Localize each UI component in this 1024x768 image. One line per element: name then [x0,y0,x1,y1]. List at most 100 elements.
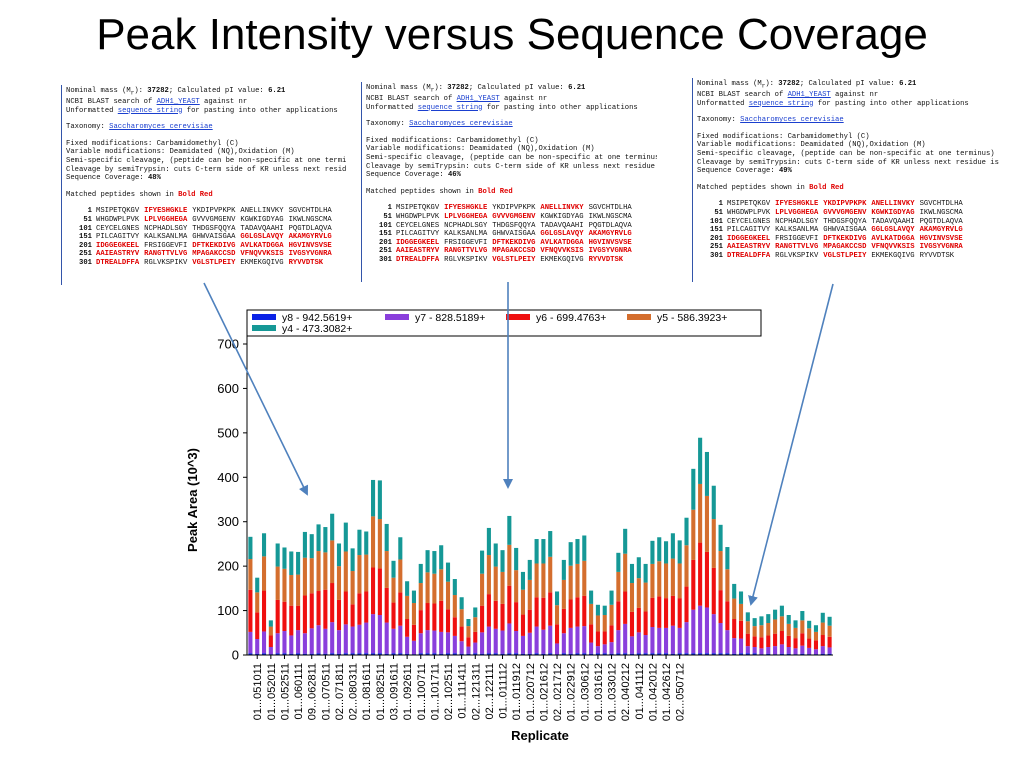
bar-segment-1 [425,653,430,655]
sequence-segment: PQGTDLAQVA [919,217,963,226]
x-tick-label: 01...033012 [607,663,619,721]
bar-segment-2 [698,605,703,654]
blast-link[interactable]: ADH1_YEAST [156,98,200,107]
bar-segment-4 [629,583,635,612]
bar-segment-2 [466,646,471,654]
taxonomy-line: Taxonomy: Saccharomyces cerevisiae [697,116,844,125]
bar-segment-2 [527,632,532,654]
bar-segment-3 [752,636,757,647]
sequence-row: 1 MSIPETQKGV IFYESHGKLE YKDIPVPKPK ANELLINVK… [697,200,995,209]
matched-peptide-segment: IFYESHGKLE [444,204,488,213]
sequence-segment: THDGSFQQYA [823,217,867,226]
bar-segment-2 [636,632,641,654]
bar-segment-2 [459,641,464,654]
bar-segment-3 [384,587,389,623]
taxonomy-link[interactable]: Saccharomyces cerevisiae [740,116,844,125]
x-tick-label: 02...122111 [484,663,496,719]
bar-segment-4 [643,582,648,612]
bar-segment-1 [582,653,587,655]
bar-segment-4 [248,559,253,590]
blast-link[interactable]: ADH1_YEAST [456,95,500,104]
bar-segment-4 [664,563,669,599]
bar-segment-4 [670,558,675,596]
bar-segment-1 [752,653,757,655]
taxonomy-link[interactable]: Saccharomyces cerevisiae [109,123,213,132]
bar-segment-5 [657,537,662,562]
bar-segment-4 [350,571,355,605]
bar-segment-5 [371,479,376,517]
bar-segment-3 [398,592,403,626]
sequence-segment: THDGSFQQYA [192,224,236,233]
matched-peptide-segment: IDGGEGKEEL [396,238,440,247]
bar-segment-1 [398,653,403,655]
bar-segment-2 [330,622,335,654]
bar-segment-4 [439,569,444,601]
sequence-segment: IKWLNGSCMA [919,208,963,217]
pi-value: 6.21 [568,84,586,92]
bar-segment-4 [691,509,696,560]
bar-segment-2 [350,626,355,654]
bar-segment-5 [650,540,655,564]
taxonomy-link[interactable]: Saccharomyces cerevisiae [409,120,513,129]
matched-peptide-segment: VGLSTLPEIY [823,251,867,260]
sequence-string-link[interactable]: sequence string [117,106,183,115]
bar-segment-1 [289,653,294,655]
bar-segment-5 [302,531,307,558]
bar-segment-3 [691,559,696,610]
sequence-row: 51 WHGDWPLPVK LPLVGGHEGA GVVVGMGENV KGWKIGDY… [66,216,342,225]
matched-peptide-segment: AKAMGYRVLG [288,233,332,242]
bar-segment-5 [725,547,730,570]
bar-segment-1 [827,653,832,655]
bar-segment-4 [595,615,600,632]
bar-segment-1 [261,653,267,655]
matched-peptide-segment: DTREALDFFA [727,251,771,260]
bar-segment-4 [336,566,342,600]
bar-segment-4 [766,623,771,636]
sequence-row: 151 PILCAGITVY KALKSANLMA GHWVAISGAA GGLGSLA… [366,230,653,239]
sequence-position: 251 [79,250,92,259]
legend-swatch [506,314,530,320]
bar-segment-3 [520,614,526,636]
bar-segment-5 [425,550,430,573]
bar-segment-1 [371,653,376,655]
bar-segment-2 [541,629,546,654]
sequence-string-link[interactable]: sequence string [417,103,483,112]
legend-label: y5 - 586.3923+ [657,312,727,324]
bar-segment-4 [548,556,553,593]
bar-segment-5 [670,533,675,559]
bar-segment-1 [548,653,553,655]
bar-segment-1 [330,653,335,655]
sequence-position: 251 [710,243,723,252]
bar-segment-4 [779,616,784,632]
bar-segment-1 [677,653,682,655]
bar-segment-5 [813,625,819,632]
bar-segment-5 [480,550,485,574]
bar-segment-4 [377,519,382,569]
bar-segment-3 [473,631,478,643]
sequence-coverage-line: Sequence Coverage: 48% [66,174,161,183]
sequence-row: 251 AAIEASTRYV RANGTTVLVG MPAGAKCCSD VFNQVVK… [366,247,653,256]
blast-link[interactable]: ADH1_YEAST [787,91,831,100]
bar-segment-1 [459,653,464,655]
bar-segment-3 [411,624,416,641]
sequence-string-link[interactable]: sequence string [748,99,814,108]
bar-segment-2 [629,636,635,654]
bar-segment-2 [561,633,566,654]
bar-segment-2 [664,627,669,654]
bar-segment-1 [452,653,457,655]
bar-segment-1 [255,653,260,655]
blast-line: NCBI BLAST search of ADH1_YEAST against … [697,91,879,100]
bar-segment-1 [350,653,355,655]
bar-segment-3 [595,631,600,647]
bar-segment-3 [759,637,764,649]
bar-segment-4 [343,551,348,592]
bar-segment-2 [595,646,600,654]
bar-segment-2 [275,633,280,654]
unformatted-line: Unformatted sequence string for pasting … [697,99,969,108]
bar-segment-3 [514,602,519,632]
bar-segment-4 [793,627,798,639]
fixed-modifications: Fixed modifications: Carbamidomethyl (C) [697,132,870,141]
bar-segment-5 [711,485,716,520]
matched-peptide-segment: AVLKATDGGA [871,234,915,243]
y-tick-label: 200 [217,559,239,574]
